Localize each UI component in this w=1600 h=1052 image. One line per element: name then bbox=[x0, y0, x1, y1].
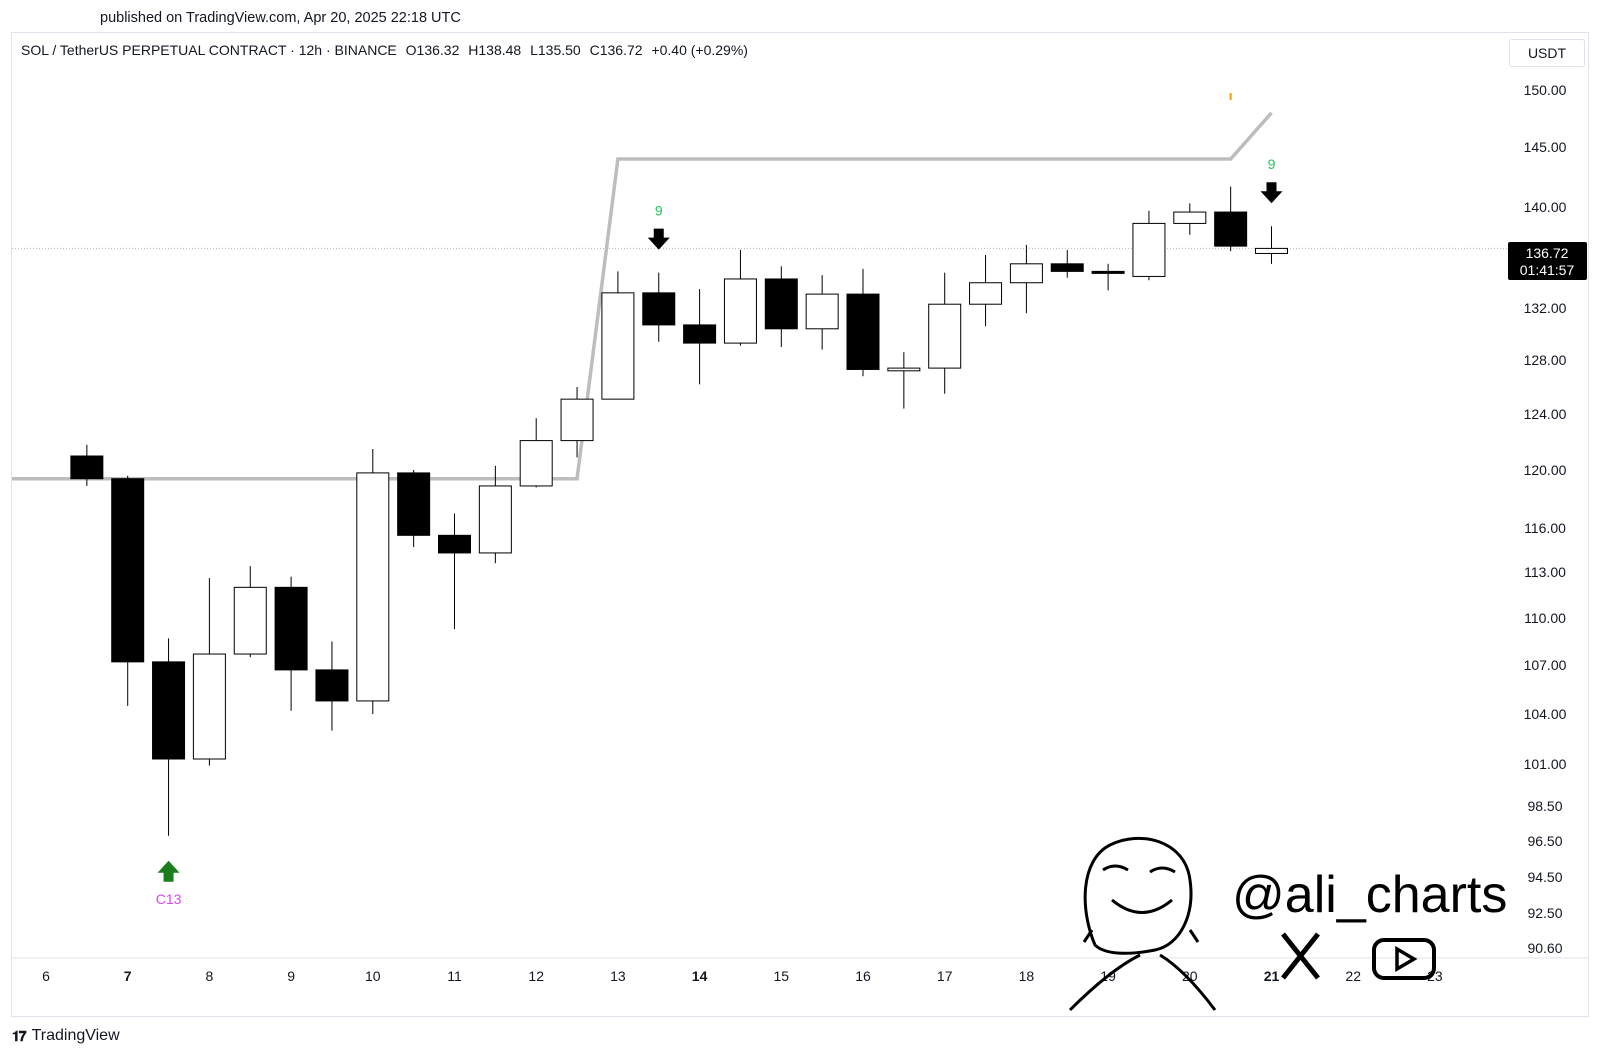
y-axis-label: 124.00 bbox=[1524, 406, 1567, 422]
candle-body bbox=[111, 478, 145, 663]
y-axis-label: 113.00 bbox=[1524, 564, 1566, 580]
y-axis-label: 90.60 bbox=[1527, 940, 1562, 956]
x-axis-label: 21 bbox=[1264, 968, 1280, 984]
candle-body bbox=[642, 292, 676, 326]
candles-layer bbox=[70, 186, 1288, 836]
x-axis-label: 15 bbox=[774, 968, 790, 984]
candle-body bbox=[1173, 211, 1207, 224]
symbol-info[interactable]: SOL / TetherUS PERPETUAL CONTRACT · 12h … bbox=[21, 42, 397, 58]
candle-body bbox=[887, 367, 921, 372]
x-axis-label: 10 bbox=[365, 968, 381, 984]
symbol-legend: SOL / TetherUS PERPETUAL CONTRACT · 12h … bbox=[21, 42, 753, 58]
last-price-countdown: 01:41:57 bbox=[1520, 262, 1575, 278]
candle-body bbox=[969, 282, 1003, 305]
info-icon bbox=[1229, 93, 1232, 100]
signal-label: 9 bbox=[1268, 156, 1276, 172]
y-axis-label: 94.50 bbox=[1527, 869, 1562, 885]
candle-body bbox=[70, 455, 104, 480]
y-axis-label: 128.00 bbox=[1524, 352, 1567, 368]
candle-body bbox=[764, 278, 798, 330]
sell-arrow-icon bbox=[1260, 182, 1283, 204]
candle-body bbox=[192, 653, 226, 760]
candle-body bbox=[478, 485, 512, 554]
candle-body bbox=[1255, 247, 1288, 254]
last-price-value: 136.72 bbox=[1526, 245, 1569, 261]
x-logo-icon bbox=[1281, 932, 1320, 980]
candle-body bbox=[233, 586, 267, 655]
brand-label: TradingView bbox=[31, 1027, 120, 1044]
y-axis-label: 145.00 bbox=[1524, 139, 1567, 155]
y-axis-label: 116.00 bbox=[1524, 520, 1566, 536]
candle-body bbox=[1091, 270, 1125, 274]
x-axis-label: 22 bbox=[1345, 968, 1361, 984]
last-price-tag: 136.72 01:41:57 bbox=[1508, 242, 1587, 280]
x-axis-label: 11 bbox=[447, 968, 462, 984]
candle-body bbox=[356, 472, 390, 702]
candle-body bbox=[846, 293, 880, 370]
candle-body bbox=[1132, 222, 1166, 277]
candle-body bbox=[152, 661, 186, 760]
x-axis-label: 7 bbox=[124, 968, 132, 984]
candle-body bbox=[683, 324, 717, 344]
tradingview-logo[interactable]: 𝟏𝟕 TradingView bbox=[12, 1027, 120, 1045]
candle-body bbox=[274, 586, 308, 671]
cartoon-avatar bbox=[1068, 836, 1217, 1012]
candle-body bbox=[1214, 211, 1248, 247]
candle-body bbox=[560, 398, 594, 442]
x-axis-label: 6 bbox=[42, 968, 50, 984]
tradingview-icon: 𝟏𝟕 bbox=[12, 1027, 27, 1044]
y-axis-label: 120.00 bbox=[1524, 462, 1567, 478]
x-axis-label: 14 bbox=[692, 968, 708, 984]
x-axis-label: 20 bbox=[1182, 968, 1198, 984]
y-axis-label: 101.00 bbox=[1524, 756, 1567, 772]
signals-layer: C13 9 9 bbox=[156, 93, 1283, 907]
watermark-handle: @ali_charts bbox=[1232, 866, 1508, 924]
y-axis-label: 150.00 bbox=[1524, 82, 1567, 98]
axes: 150.00 145.00 140.00 132.00 128.00 124.00 120.… bbox=[12, 82, 1588, 984]
ohlc-close: C136.72 bbox=[589, 42, 643, 58]
sell-arrow-icon bbox=[647, 228, 670, 250]
y-axis-label: 92.50 bbox=[1527, 905, 1562, 921]
ohlc-low: L135.50 bbox=[530, 42, 581, 58]
candle-body bbox=[1009, 263, 1043, 284]
buy-arrow-icon bbox=[157, 860, 180, 882]
candle-body bbox=[928, 303, 962, 369]
x-axis-label: 8 bbox=[206, 968, 214, 984]
ohlc-change: +0.40 (+0.29%) bbox=[651, 42, 748, 58]
signal-label: 9 bbox=[655, 203, 663, 219]
signal-label: C13 bbox=[156, 891, 182, 907]
y-axis-label: 104.00 bbox=[1524, 706, 1567, 722]
chart-frame bbox=[11, 32, 1589, 1017]
candle-body bbox=[397, 472, 431, 536]
candle-body bbox=[805, 293, 839, 330]
stop-line bbox=[12, 111, 1273, 481]
y-axis-label: 98.50 bbox=[1527, 798, 1562, 814]
ohlc-high: H138.48 bbox=[468, 42, 522, 58]
x-axis-label: 9 bbox=[287, 968, 295, 984]
candle-body bbox=[723, 278, 757, 344]
youtube-logo-icon bbox=[1372, 938, 1436, 980]
candle-body bbox=[438, 534, 471, 554]
x-axis-label: 18 bbox=[1019, 968, 1035, 984]
x-axis-label: 13 bbox=[610, 968, 626, 984]
y-axis-label: 132.00 bbox=[1524, 300, 1567, 316]
x-axis-label: 16 bbox=[855, 968, 871, 984]
stop-line-layer bbox=[12, 111, 1273, 481]
published-note: published on TradingView.com, Apr 20, 20… bbox=[100, 10, 461, 26]
ohlc-open: O136.32 bbox=[405, 42, 460, 58]
y-axis-label: 140.00 bbox=[1524, 199, 1567, 215]
candle-body bbox=[519, 440, 553, 487]
y-axis-label: 96.50 bbox=[1527, 833, 1562, 849]
candle-body bbox=[315, 669, 349, 702]
x-axis-label: 12 bbox=[528, 968, 544, 984]
y-axis-label: 110.00 bbox=[1524, 610, 1566, 626]
x-axis-label: 17 bbox=[937, 968, 953, 984]
currency-button[interactable]: USDT bbox=[1509, 39, 1585, 67]
y-axis-label: 107.00 bbox=[1524, 657, 1567, 673]
candle-body bbox=[1050, 263, 1084, 272]
candle-body bbox=[601, 292, 635, 400]
